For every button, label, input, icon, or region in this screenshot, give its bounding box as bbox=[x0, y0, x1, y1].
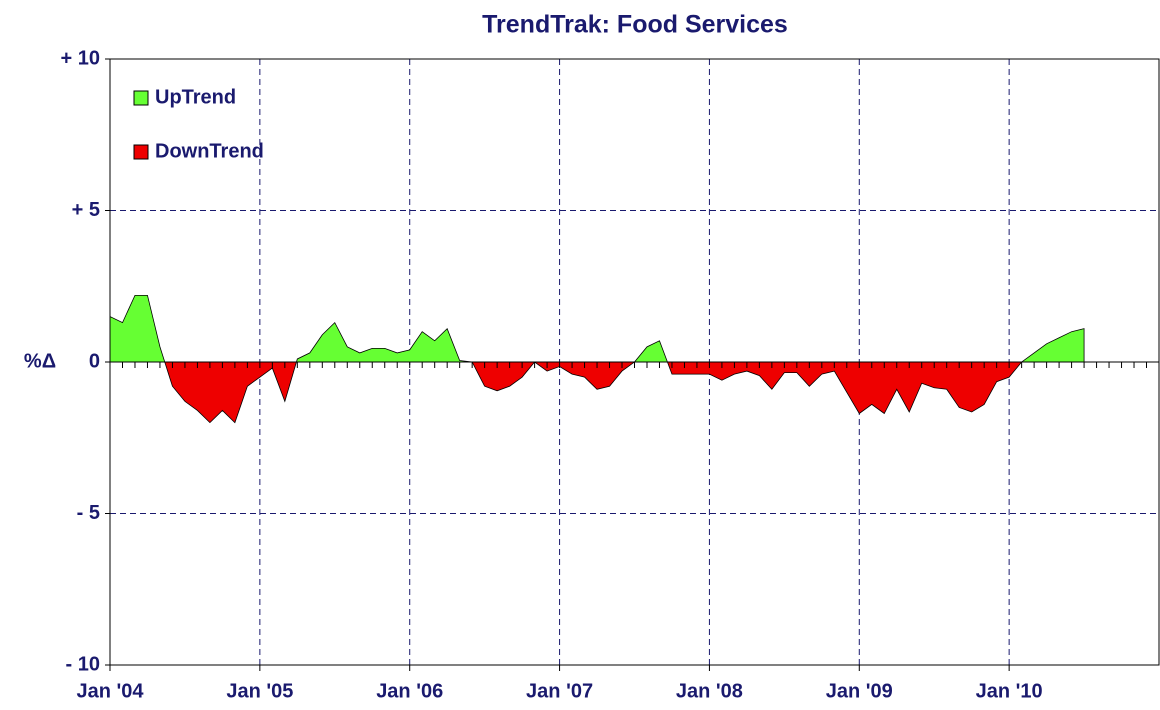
y-tick-label: 0 bbox=[89, 350, 100, 372]
legend-swatch bbox=[133, 144, 149, 160]
x-tick-label: Jan '10 bbox=[976, 680, 1043, 702]
x-tick-label: Jan '05 bbox=[226, 680, 293, 702]
uptrend-area bbox=[110, 294, 1085, 362]
y-tick-label: - 5 bbox=[77, 502, 100, 524]
y-tick-label: + 5 bbox=[72, 199, 100, 221]
x-tick-label: Jan '08 bbox=[676, 680, 743, 702]
x-tick-label: Jan '04 bbox=[76, 680, 144, 702]
legend-label: DownTrend bbox=[155, 140, 264, 162]
y-axis-label: %Δ bbox=[24, 350, 56, 372]
x-tick-label: Jan '09 bbox=[826, 680, 893, 702]
chart-title: TrendTrak: Food Services bbox=[482, 11, 788, 39]
x-tick-label: Jan '06 bbox=[376, 680, 443, 702]
y-tick-label: - 10 bbox=[66, 653, 100, 675]
legend-swatch bbox=[133, 90, 149, 106]
y-tick-label: + 10 bbox=[61, 47, 100, 69]
legend-label: UpTrend bbox=[155, 86, 236, 108]
x-tick-label: Jan '07 bbox=[526, 680, 593, 702]
downtrend-area bbox=[110, 362, 1085, 424]
